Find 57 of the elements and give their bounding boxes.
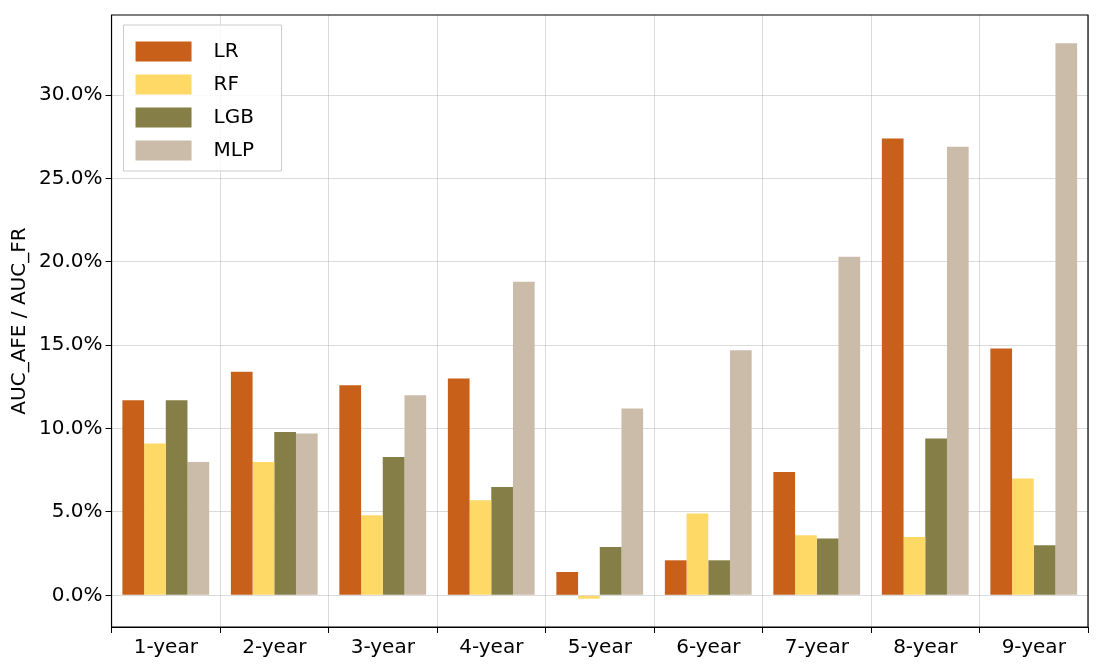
bar — [144, 443, 166, 595]
y-tick-label: 10.0% — [38, 414, 103, 439]
bar — [599, 546, 622, 595]
y-tick-label: 30.0% — [38, 81, 103, 106]
legend-label: RF — [213, 70, 239, 95]
bar — [838, 256, 861, 595]
x-tick-label: 5-year — [567, 634, 633, 659]
bar — [491, 486, 513, 595]
x-tick-label: 4-year — [459, 634, 525, 659]
bar — [903, 536, 926, 595]
bar — [187, 461, 210, 595]
bar — [512, 281, 535, 595]
y-axis-title: AUC_AFE / AUC_FR — [6, 227, 31, 415]
x-tick-label: 6-year — [676, 634, 742, 659]
bar — [252, 461, 275, 595]
bar — [773, 471, 796, 595]
bar — [361, 515, 383, 595]
y-tick-label: 0.0% — [51, 581, 103, 606]
legend-label: LGB — [213, 103, 254, 128]
bar — [556, 571, 579, 595]
bar — [1012, 478, 1034, 595]
bar — [664, 560, 687, 595]
bar — [578, 595, 600, 599]
bar — [816, 538, 839, 595]
bar — [447, 378, 470, 595]
bar — [404, 395, 427, 595]
x-tick-label: 3-year — [350, 634, 416, 659]
bar — [382, 456, 405, 595]
bar — [621, 408, 644, 595]
y-tick-label: 25.0% — [38, 164, 103, 189]
bar — [1033, 545, 1056, 595]
bar — [122, 400, 145, 595]
x-tick-label: 2-year — [242, 634, 308, 659]
x-tick-label: 8-year — [893, 634, 959, 659]
bar — [990, 348, 1013, 595]
legend-label: MLP — [213, 136, 254, 161]
bar — [729, 350, 752, 595]
bar — [165, 400, 188, 595]
bar — [925, 438, 947, 595]
bar — [795, 535, 817, 595]
bar — [230, 371, 253, 595]
x-tick-label: 7-year — [784, 634, 850, 659]
bar — [339, 385, 362, 595]
bar — [274, 431, 296, 595]
bar — [295, 433, 318, 595]
y-tick-label: 20.0% — [38, 248, 103, 272]
bar — [946, 146, 969, 595]
y-tick-label: 5.0% — [51, 498, 103, 523]
x-tick-label: 1-year — [133, 634, 199, 659]
legend-label: LR — [213, 37, 239, 62]
bar — [708, 560, 730, 595]
x-tick-label: 9-year — [1001, 634, 1067, 659]
y-tick-label: 15.0% — [38, 331, 103, 356]
bar — [469, 500, 492, 595]
bar — [1055, 43, 1078, 595]
bar — [686, 513, 709, 595]
bar — [881, 138, 904, 595]
